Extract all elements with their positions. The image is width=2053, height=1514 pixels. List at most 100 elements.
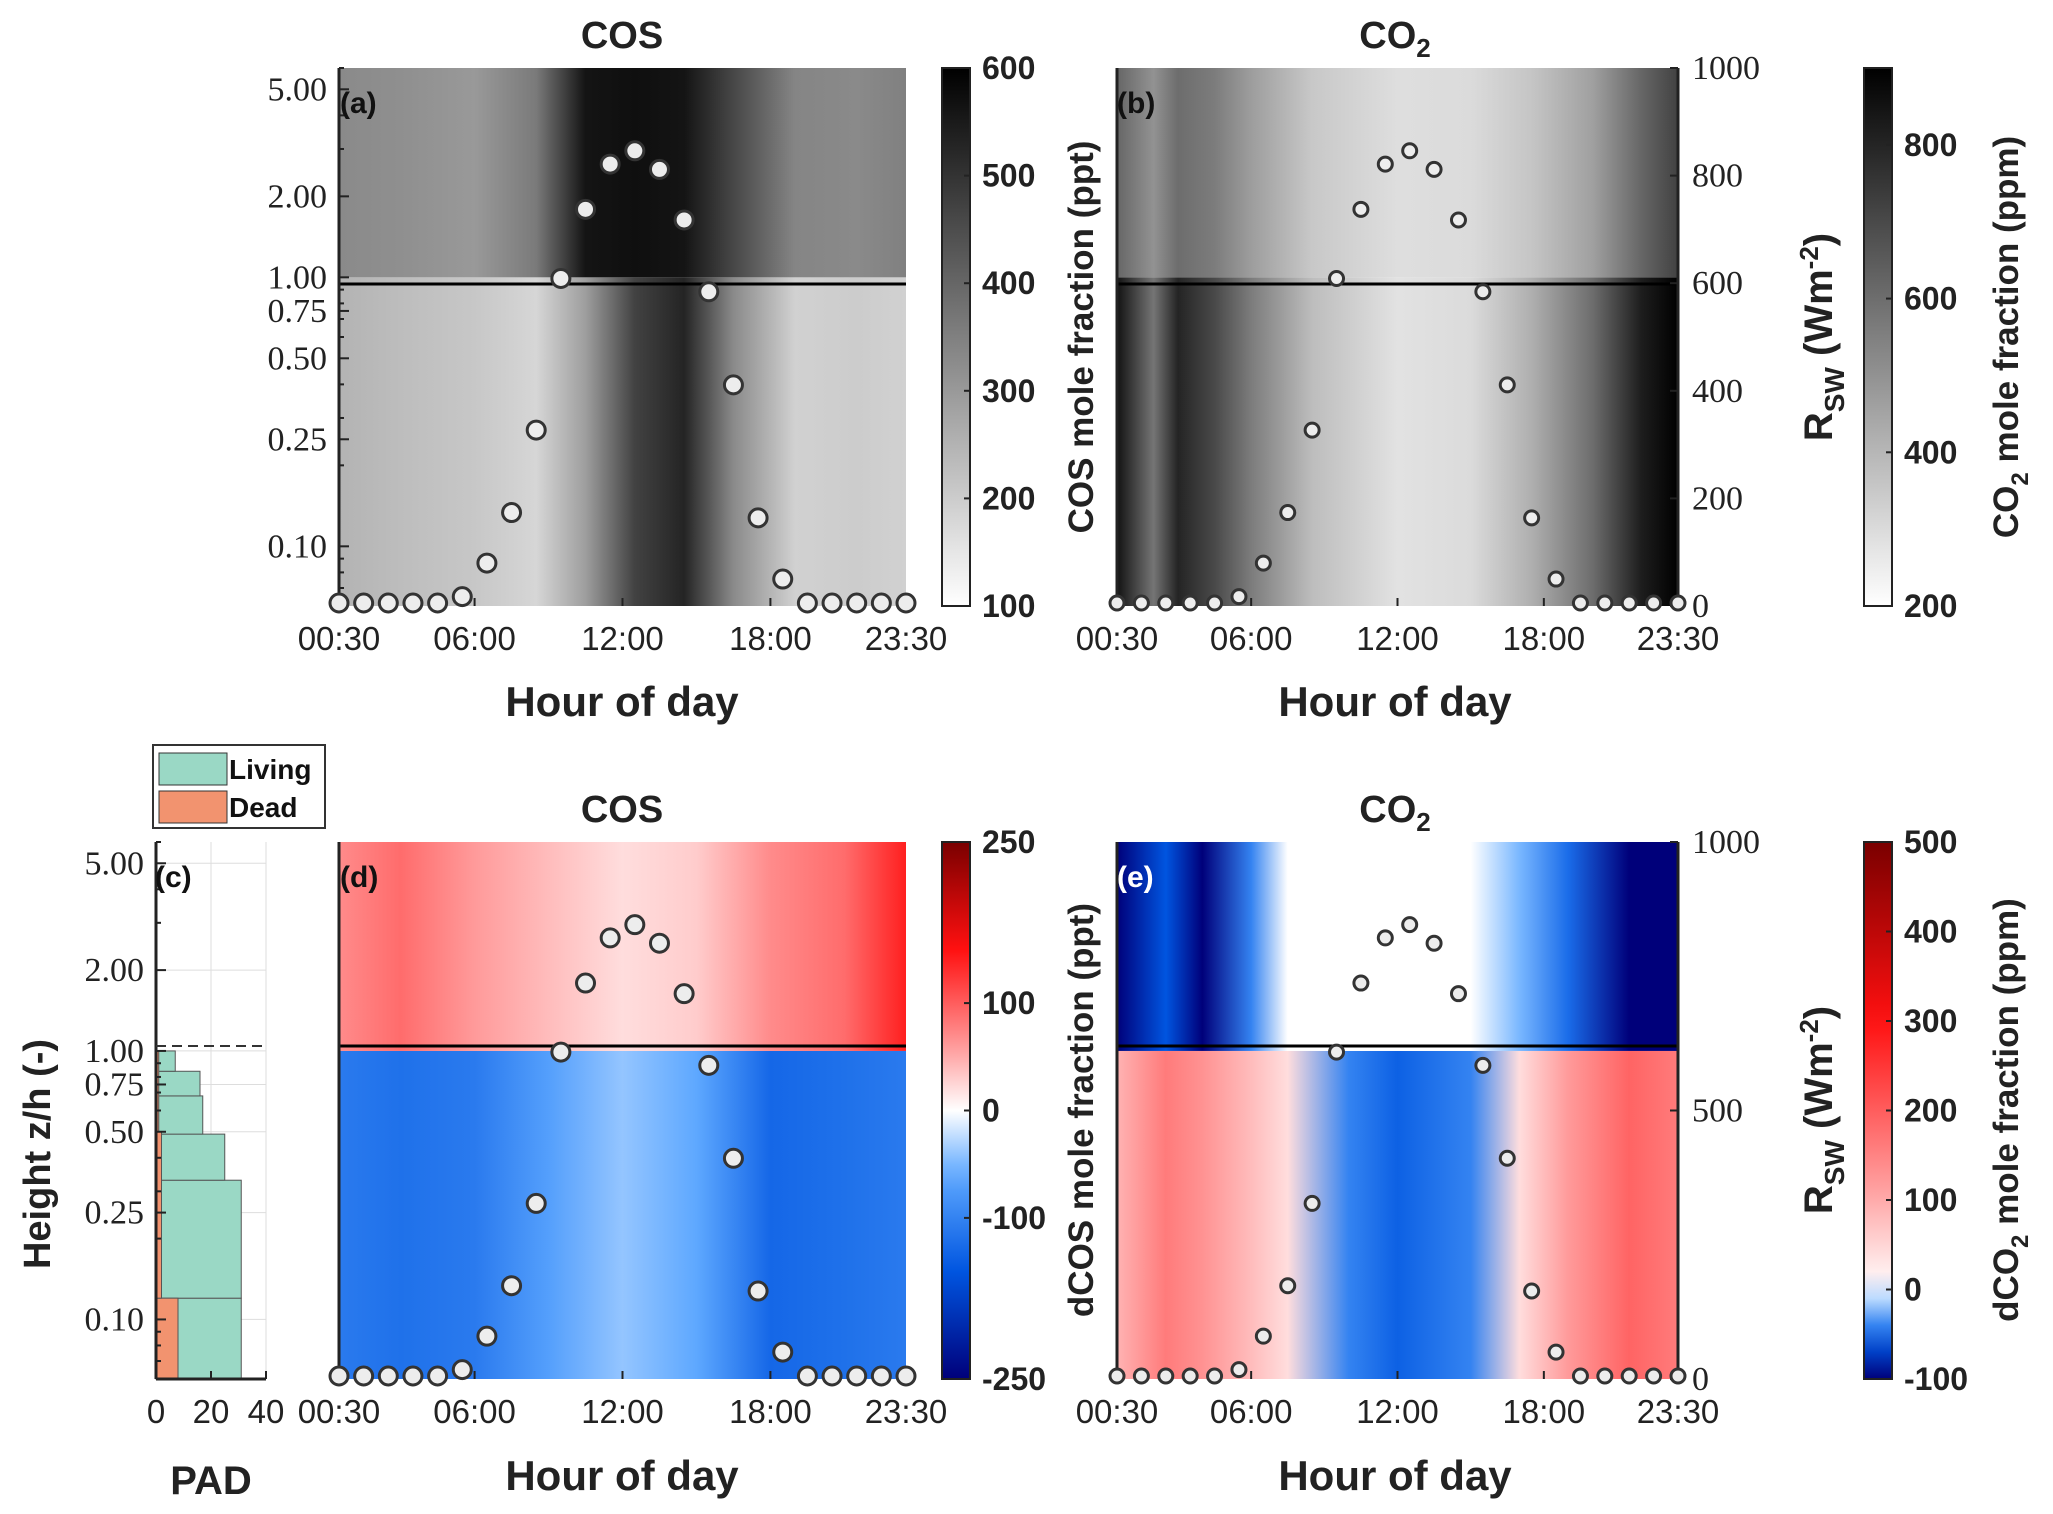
rsw-marker: [1620, 594, 1638, 612]
pad-bars: [155, 1050, 242, 1380]
y-axis-log-ticks: 0.10 0.25 0.50 0.751.00 2.00 5.00: [85, 841, 166, 1363]
rsw-markers: [328, 140, 917, 614]
colorbar-label-dco2: dCO2 mole fraction (ppm): [1987, 898, 2034, 1322]
rsw-marker: [1425, 934, 1443, 952]
rsw-marker: [1523, 1282, 1541, 1300]
rsw-tick-label: 1000: [1692, 50, 1760, 87]
y-axis-label-height: Height z/h (-): [17, 1039, 59, 1269]
colorbar-tick-label: 600: [1904, 281, 1957, 317]
colorbar-tick-label: 400: [1904, 434, 1957, 470]
panel-c: 0.10 0.25 0.50 0.751.00 2.00 5.00 0 20 40 (c) H…: [17, 744, 326, 1503]
rsw-marker: [821, 592, 843, 614]
heatmap-band-above: [339, 842, 906, 1051]
x-tick-label: 00:30: [298, 620, 381, 657]
y-tick-label: 0.10: [85, 1301, 145, 1338]
rsw-marker: [402, 592, 424, 614]
y-tick-label: 0.25: [268, 421, 328, 458]
rsw-marker: [328, 592, 350, 614]
y-tick-label: 5.00: [85, 845, 145, 882]
rsw-marker: [1328, 269, 1346, 287]
heatmap-band-below: [339, 1050, 906, 1379]
x-tick-label: 06:00: [433, 620, 516, 657]
rsw-marker: [895, 592, 917, 614]
rsw-marker: [1376, 155, 1394, 173]
heatmap-band-below: [1117, 277, 1678, 606]
rsw-marker: [1279, 1277, 1297, 1295]
rsw-tick-label: 1000: [1692, 824, 1760, 861]
rsw-tick-label: 200: [1692, 480, 1743, 517]
panel-label-a: (a): [340, 87, 377, 120]
rsw-marker: [377, 592, 399, 614]
x-tick-label: 18:00: [1503, 620, 1586, 657]
panel-a: 0.10 0.25 0.50 0.751.00 2.00 5.00 00:30 06:00 1…: [268, 15, 1102, 725]
colorbar-tick-label: 250: [982, 824, 1035, 860]
x-axis-label-e: Hour of day: [1278, 1452, 1512, 1499]
rsw-marker: [451, 586, 473, 608]
x-tick-label: 12:00: [581, 620, 664, 657]
heatmap-band-above: [1117, 68, 1678, 278]
x-tick-label: 12:00: [1356, 1393, 1439, 1430]
x-axis-label-d: Hour of day: [505, 1452, 739, 1499]
rsw-marker: [1376, 929, 1394, 947]
rsw-marker: [427, 592, 449, 614]
y-tick-label: 2.00: [85, 952, 145, 989]
rsw-marker: [1181, 594, 1199, 612]
y-tick-label: 0.50: [268, 340, 328, 377]
rsw-marker: [501, 1275, 523, 1297]
rsw-marker: [796, 592, 818, 614]
panel-label-e: (e): [1117, 861, 1154, 894]
rsw-marker: [1669, 594, 1687, 612]
x-axis-ticks: 00:30 06:00 12:00 18:00 23:30: [1076, 598, 1719, 657]
x-tick-label: 00:30: [1076, 620, 1159, 657]
legend-swatch-living: [158, 752, 228, 786]
x-tick-label: 06:00: [433, 1393, 516, 1430]
rsw-marker: [1230, 588, 1248, 606]
rsw-marker: [1547, 570, 1565, 588]
rsw-marker: [575, 972, 597, 994]
x-axis-ticks: 00:30 06:00 12:00 18:00 23:30: [298, 598, 947, 657]
rsw-marker: [1669, 1367, 1687, 1385]
rsw-marker: [599, 927, 621, 949]
pad-bar-living: [155, 1133, 226, 1181]
x-tick-label: 23:30: [865, 1393, 948, 1430]
x-tick-label: 00:30: [298, 1393, 381, 1430]
x-tick-label: 18:00: [729, 620, 812, 657]
rsw-marker: [1303, 1194, 1321, 1212]
rsw-marker: [796, 1365, 818, 1387]
colorbar-label-cos: COS mole fraction (ppt): [1062, 141, 1101, 534]
rsw-marker: [870, 592, 892, 614]
y-tick-label: 0.10: [268, 528, 328, 565]
rsw-axis-ticks: 0 200 400 600 800 1000: [1670, 50, 1760, 625]
rsw-marker: [377, 1365, 399, 1387]
rsw-marker: [328, 1365, 350, 1387]
rsw-marker: [476, 1325, 498, 1347]
x-axis-label-b: Hour of day: [1278, 678, 1512, 725]
rsw-marker: [353, 1365, 375, 1387]
legend-label-living: Living: [229, 754, 311, 785]
rsw-marker: [550, 267, 572, 289]
x-axis-label-pad: PAD: [170, 1459, 251, 1503]
rsw-marker: [1328, 1043, 1346, 1061]
rsw-marker: [1498, 376, 1516, 394]
rsw-marker: [1132, 1367, 1150, 1385]
x-tick-label: 06:00: [1210, 620, 1293, 657]
y-tick-label: 0.50: [85, 1114, 145, 1151]
rsw-marker: [1401, 916, 1419, 934]
rsw-marker: [1425, 160, 1443, 178]
rsw-markers: [1108, 142, 1687, 612]
colorbar-tick-label: 400: [1904, 914, 1957, 950]
panel-title-d: COS: [581, 789, 663, 831]
x-tick-label: 40: [248, 1393, 285, 1430]
rsw-marker: [772, 1341, 794, 1363]
rsw-marker: [1157, 1367, 1175, 1385]
panel-b: 00:30 06:00 12:00 18:00 23:30 0 200 400 600 800 1…: [1076, 15, 2034, 725]
rsw-marker: [1254, 554, 1272, 572]
colorbar-tick-label: 300: [982, 373, 1035, 409]
rsw-marker: [1279, 504, 1297, 522]
legend-label-dead: Dead: [229, 792, 297, 823]
heatmap-band-above: [1117, 842, 1678, 1051]
x-tick-label: 18:00: [729, 1393, 812, 1430]
rsw-marker: [1108, 594, 1126, 612]
rsw-marker: [1230, 1361, 1248, 1379]
